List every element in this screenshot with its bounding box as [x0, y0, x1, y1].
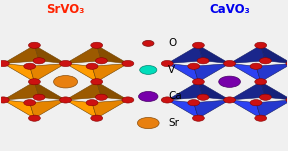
- Polygon shape: [198, 45, 230, 64]
- Polygon shape: [97, 45, 128, 64]
- Circle shape: [0, 60, 9, 67]
- Polygon shape: [97, 82, 128, 100]
- Text: SrVO₃: SrVO₃: [46, 3, 85, 16]
- Text: Sr: Sr: [168, 118, 179, 128]
- Polygon shape: [66, 45, 101, 64]
- Circle shape: [91, 42, 103, 48]
- Circle shape: [255, 42, 267, 48]
- Circle shape: [122, 60, 134, 67]
- Polygon shape: [92, 64, 128, 82]
- Polygon shape: [167, 45, 203, 64]
- Circle shape: [250, 63, 262, 69]
- Polygon shape: [261, 82, 288, 100]
- Polygon shape: [230, 64, 261, 82]
- Circle shape: [122, 97, 134, 103]
- Circle shape: [188, 63, 200, 69]
- Circle shape: [219, 76, 240, 87]
- Circle shape: [259, 58, 271, 64]
- Polygon shape: [3, 64, 34, 82]
- Polygon shape: [194, 64, 230, 82]
- Circle shape: [192, 42, 204, 48]
- Polygon shape: [261, 45, 288, 64]
- Circle shape: [161, 60, 173, 67]
- Circle shape: [29, 79, 40, 85]
- Circle shape: [140, 66, 157, 74]
- Circle shape: [223, 97, 236, 103]
- Polygon shape: [66, 64, 97, 82]
- Polygon shape: [230, 45, 266, 64]
- Circle shape: [143, 40, 154, 46]
- Circle shape: [255, 115, 267, 121]
- Polygon shape: [92, 100, 128, 118]
- Polygon shape: [30, 100, 66, 118]
- Polygon shape: [167, 100, 198, 118]
- Polygon shape: [3, 100, 34, 118]
- Circle shape: [223, 60, 236, 67]
- Circle shape: [29, 42, 40, 48]
- Circle shape: [259, 94, 271, 100]
- Circle shape: [161, 97, 173, 103]
- Polygon shape: [167, 64, 198, 82]
- Circle shape: [33, 58, 45, 64]
- Polygon shape: [66, 82, 101, 100]
- Polygon shape: [194, 100, 230, 118]
- Text: V: V: [168, 65, 175, 75]
- Circle shape: [0, 97, 9, 103]
- Circle shape: [54, 76, 77, 88]
- Text: Ca: Ca: [168, 92, 182, 101]
- Polygon shape: [3, 82, 39, 100]
- Circle shape: [95, 58, 107, 64]
- Text: CaVO₃: CaVO₃: [209, 3, 250, 16]
- Circle shape: [29, 115, 40, 121]
- Circle shape: [286, 97, 288, 103]
- Circle shape: [188, 100, 200, 106]
- Circle shape: [95, 94, 107, 100]
- Circle shape: [91, 115, 103, 121]
- Polygon shape: [66, 100, 97, 118]
- Text: O: O: [168, 38, 177, 48]
- Polygon shape: [3, 45, 39, 64]
- Circle shape: [24, 100, 36, 106]
- Circle shape: [60, 97, 71, 103]
- Polygon shape: [230, 82, 266, 100]
- Circle shape: [91, 79, 103, 85]
- Circle shape: [286, 60, 288, 67]
- Circle shape: [24, 63, 36, 69]
- Circle shape: [250, 100, 262, 106]
- Circle shape: [192, 79, 204, 85]
- Polygon shape: [34, 45, 66, 64]
- Polygon shape: [256, 100, 288, 118]
- Polygon shape: [34, 82, 66, 100]
- Circle shape: [255, 79, 267, 85]
- Polygon shape: [256, 64, 288, 82]
- Polygon shape: [230, 100, 261, 118]
- Circle shape: [60, 60, 71, 67]
- Polygon shape: [30, 64, 66, 82]
- Circle shape: [86, 100, 98, 106]
- Polygon shape: [198, 82, 230, 100]
- Circle shape: [197, 94, 209, 100]
- Circle shape: [33, 94, 45, 100]
- Circle shape: [139, 92, 158, 101]
- Circle shape: [137, 117, 159, 129]
- Circle shape: [192, 115, 204, 121]
- Circle shape: [86, 63, 98, 69]
- Circle shape: [197, 58, 209, 64]
- Polygon shape: [167, 82, 203, 100]
